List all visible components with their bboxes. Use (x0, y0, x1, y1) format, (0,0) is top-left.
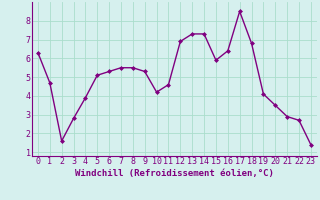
X-axis label: Windchill (Refroidissement éolien,°C): Windchill (Refroidissement éolien,°C) (75, 169, 274, 178)
